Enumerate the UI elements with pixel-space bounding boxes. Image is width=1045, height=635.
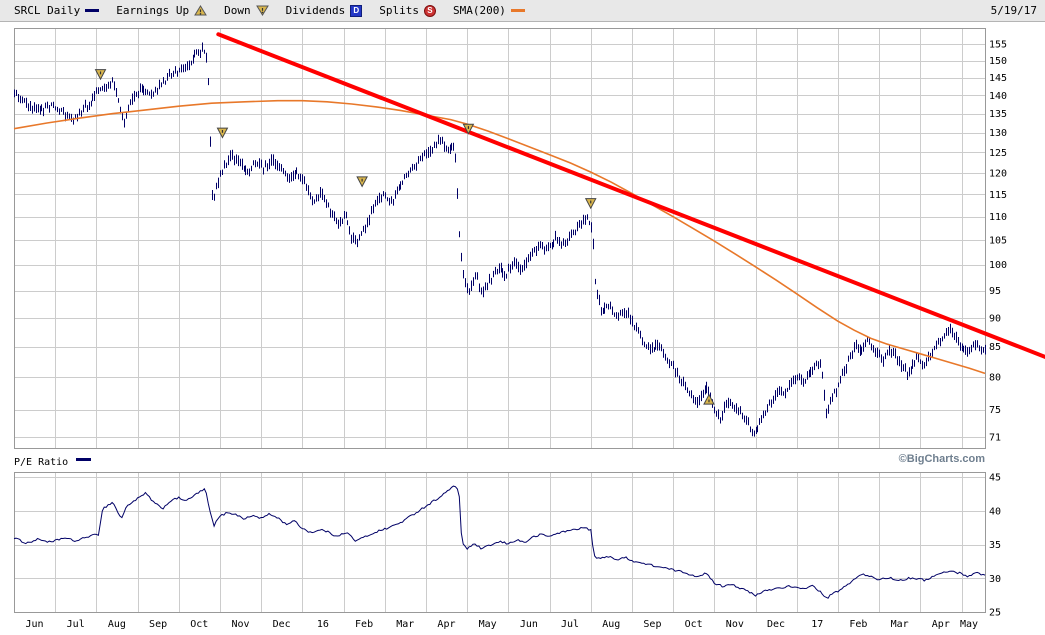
pe-axis-tick-label: 40 (989, 506, 1001, 517)
sma200-line (13, 99, 986, 375)
x-axis-month-label: Mar (396, 619, 414, 630)
x-axis-month-label: 16 (317, 619, 329, 630)
price-axis-tick-label: 75 (989, 405, 1001, 416)
price-axis-tick-label: 71 (989, 433, 1001, 444)
earnings-down-label: Down (224, 4, 251, 17)
x-axis-month-label: Dec (273, 619, 291, 630)
x-axis-month-label: Nov (231, 619, 249, 630)
earnings-up-label: Earnings Up (116, 4, 190, 17)
sma-label: SMA(200) (452, 4, 506, 17)
earnings-up-marker (703, 393, 715, 405)
price-bars (14, 42, 986, 437)
x-axis-month-label: Feb (849, 619, 867, 630)
charts-canvas: Jun Jul Aug Sep Oct Nov Dec 16 Feb Mar Apr May Jun Ju… (13, 28, 1045, 631)
price-axis-tick-label: 110 (989, 212, 1007, 223)
x-axis-month-label: Nov (726, 619, 744, 630)
x-axis-month-label: Feb (355, 619, 373, 630)
x-axis-month-label: Jun (25, 619, 43, 630)
x-axis-month-label: Jul (67, 619, 85, 630)
price-axis-tick-label: 150 (989, 56, 1007, 67)
pe-plot-frame (14, 472, 986, 613)
earnings-down-marker (216, 127, 229, 139)
bigcharts-watermark: ©BigCharts.com (899, 453, 986, 465)
pe-axis-tick-label: 25 (989, 608, 1001, 619)
legend-earnings-down: Down (224, 4, 269, 17)
sma-line-icon (510, 9, 525, 12)
x-axis-month-label: Sep (149, 619, 167, 630)
x-axis-month-label: Oct (190, 619, 208, 630)
price-line-icon (85, 9, 100, 12)
legend-splits: Splits S (379, 4, 436, 17)
price-axis-tick-label: 80 (989, 373, 1001, 384)
price-axis-tick-label: 140 (989, 91, 1007, 102)
price-axis-tick-label: 155 (989, 40, 1007, 51)
x-axis-month-label: Apr (437, 619, 455, 630)
pe-panel-label: P/E Ratio (14, 457, 68, 468)
price-axis-tick-label: 135 (989, 109, 1007, 120)
grid-layer (14, 28, 986, 613)
x-axis-month-label: Dec (767, 619, 785, 630)
symbol-daily-label: SRCL Daily (14, 4, 81, 17)
earnings-down-marker (584, 198, 597, 210)
pe-axis-tick-label: 30 (989, 574, 1001, 585)
price-axis-tick-label: 125 (989, 148, 1007, 159)
dividend-icon: D (350, 4, 363, 17)
splits-label: Splits (379, 4, 419, 17)
legend-sma: SMA(200) (453, 4, 525, 17)
x-axis-month-label: May (960, 619, 978, 630)
price-axis-tick-label: 105 (989, 236, 1007, 247)
x-axis-month-label: Aug (108, 619, 126, 630)
main-plot-frame (14, 28, 986, 449)
x-axis-month-label: Jun (520, 619, 538, 630)
legend-symbol: SRCL Daily (14, 4, 100, 17)
price-axis-tick-label: 120 (989, 168, 1007, 179)
price-axis-tick-label: 115 (989, 190, 1007, 201)
x-axis-month-label: Sep (643, 619, 661, 630)
series-layer (13, 32, 1045, 599)
x-axis-month-label: Oct (685, 619, 703, 630)
earnings-up-icon (194, 5, 207, 16)
price-axis-tick-label: 100 (989, 260, 1007, 271)
earnings-down-marker (356, 176, 368, 188)
axis-labels-layer: Jun Jul Aug Sep Oct Nov Dec 16 Feb Mar Apr May Jun Ju… (25, 40, 1007, 631)
earnings-down-marker (94, 69, 107, 81)
pe-axis-tick-label: 45 (989, 473, 1001, 484)
split-icon: S (423, 4, 436, 17)
pe-line-icon (76, 458, 91, 461)
earnings-down-marker (462, 123, 475, 135)
x-axis-month-label: Aug (602, 619, 620, 630)
x-axis-month-label: Mar (891, 619, 909, 630)
legend-bar: SRCL Daily Earnings Up Down Dividends D … (0, 0, 1045, 22)
price-axis-tick-label: 85 (989, 342, 1001, 353)
pe-axis-tick-label: 35 (989, 540, 1001, 551)
earnings-down-icon (255, 5, 269, 16)
dividends-label: Dividends (285, 4, 346, 17)
price-axis-tick-label: 90 (989, 313, 1001, 324)
price-axis-tick-label: 130 (989, 128, 1007, 139)
legend-dividends: Dividends D (286, 4, 363, 17)
legend-earnings-up: Earnings Up (116, 4, 207, 17)
downtrend-line (216, 32, 1045, 360)
pe-ratio-line (13, 485, 986, 599)
x-axis-month-label: May (479, 619, 497, 630)
price-axis-tick-label: 145 (989, 73, 1007, 84)
x-axis-month-label: Apr (932, 619, 950, 630)
x-axis-month-label: 17 (811, 619, 823, 630)
x-axis-month-label: Jul (561, 619, 579, 630)
price-axis-tick-label: 95 (989, 286, 1001, 297)
chart-date-label: 5/19/17 (990, 4, 1037, 17)
